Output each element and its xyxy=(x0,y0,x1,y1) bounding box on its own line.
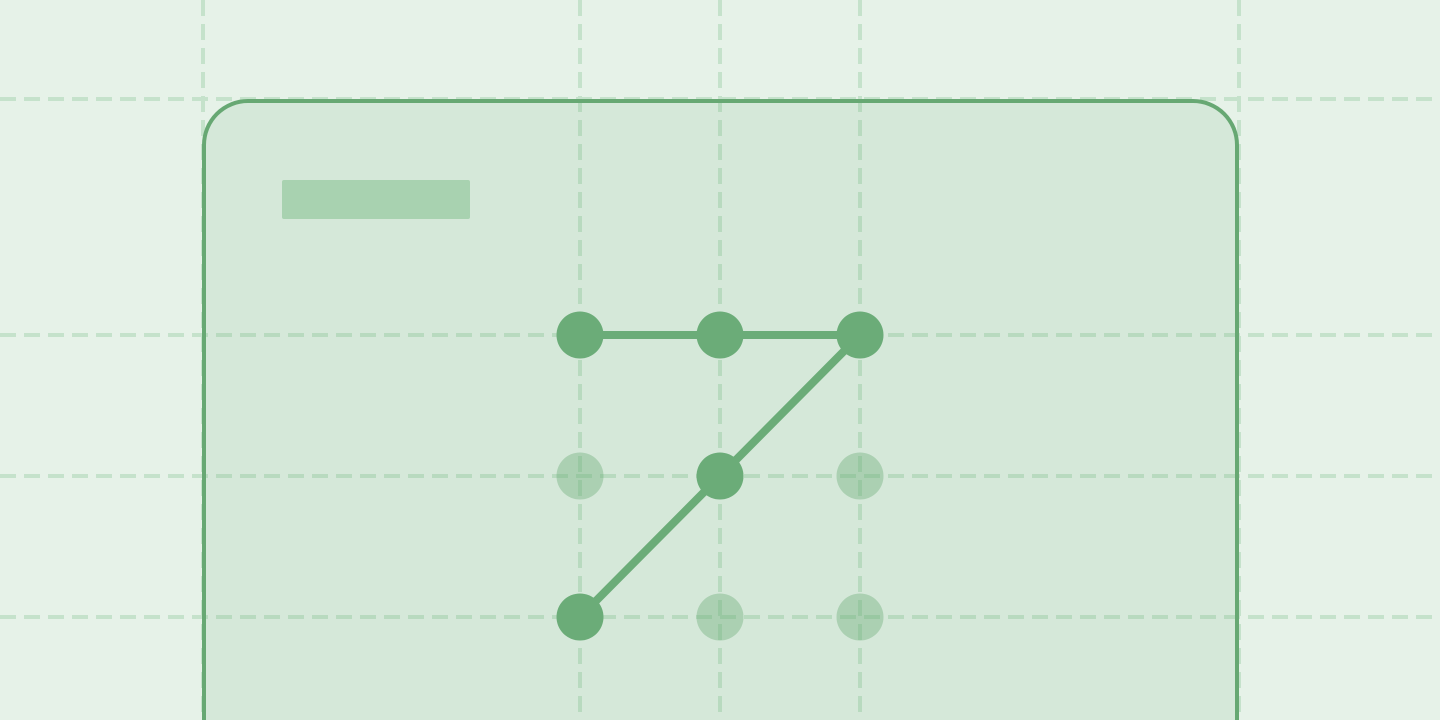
pattern-dot-inactive[interactable] xyxy=(836,452,884,500)
pattern-dot-active[interactable] xyxy=(696,452,744,500)
pattern-dot-active[interactable] xyxy=(556,311,604,359)
pattern-dot-inactive[interactable] xyxy=(556,452,604,500)
pattern-dot-active[interactable] xyxy=(836,311,884,359)
pattern-dot-inactive[interactable] xyxy=(836,593,884,641)
pattern-dot-active[interactable] xyxy=(696,311,744,359)
pattern-dot-active[interactable] xyxy=(556,593,604,641)
title-placeholder-bar xyxy=(282,180,470,219)
pattern-dot-inactive[interactable] xyxy=(696,593,744,641)
